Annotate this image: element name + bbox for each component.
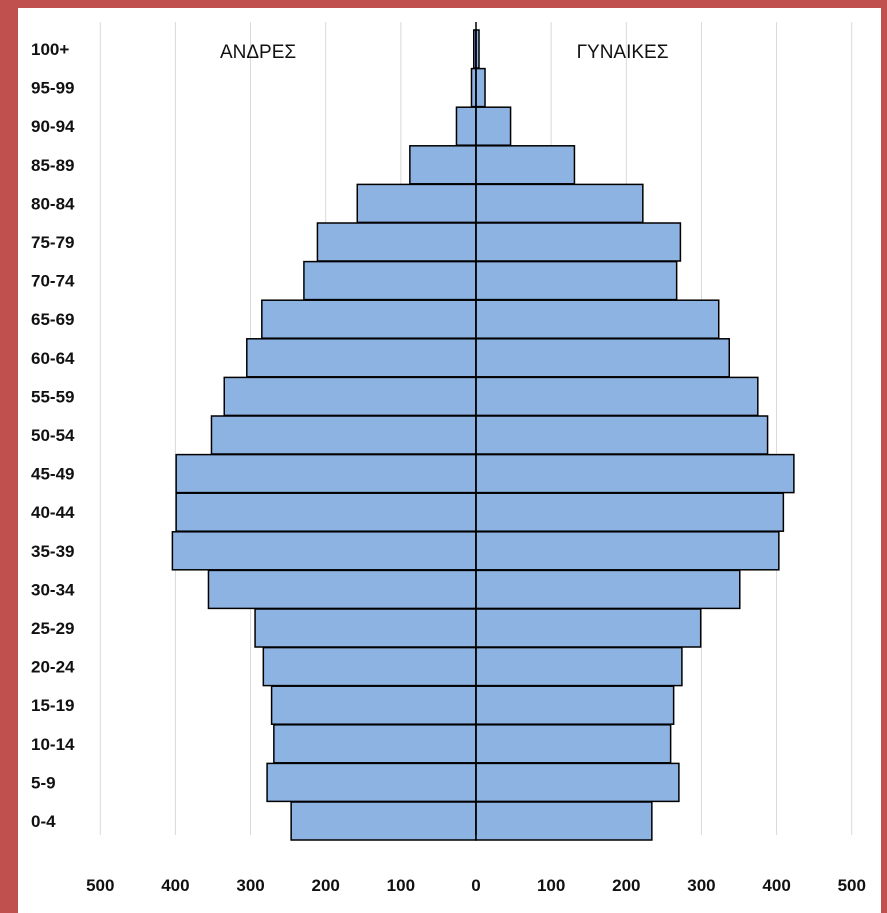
female-bar-85-89 <box>475 145 576 185</box>
male-bar-0-4 <box>290 801 477 841</box>
male-bar-5-9 <box>266 762 477 803</box>
age-label-60-64: 60-64 <box>31 349 75 368</box>
age-label-15-19: 15-19 <box>31 696 74 715</box>
age-label-95-99: 95-99 <box>31 79 74 98</box>
female-bar-75-79 <box>475 222 682 262</box>
female-bar-0-4 <box>475 801 653 841</box>
x-tick-label: 400 <box>161 876 189 895</box>
female-bar-95-99 <box>475 67 486 108</box>
male-bar-15-19 <box>270 685 477 725</box>
male-bar-50-54 <box>210 415 477 455</box>
x-tick-label: 300 <box>236 876 264 895</box>
female-bar-5-9 <box>475 762 680 803</box>
male-bar-40-44 <box>175 492 477 532</box>
male-bar-30-34 <box>207 569 477 610</box>
female-bar-70-74 <box>475 260 678 301</box>
female-bar-20-24 <box>475 646 683 687</box>
age-label-25-29: 25-29 <box>31 619 74 638</box>
male-bar-35-39 <box>171 531 477 571</box>
male-bar-80-84 <box>356 183 477 224</box>
male-bar-45-49 <box>175 453 477 494</box>
age-label-85-89: 85-89 <box>31 156 74 175</box>
female-bar-90-94 <box>475 106 512 146</box>
female-bar-45-49 <box>475 453 795 494</box>
male-bar-85-89 <box>409 145 477 185</box>
male-bar-55-59 <box>223 376 477 417</box>
female-bar-25-29 <box>475 608 702 648</box>
age-label-20-24: 20-24 <box>31 658 75 677</box>
female-bar-10-14 <box>475 724 672 764</box>
male-bars <box>171 29 477 841</box>
age-label-80-84: 80-84 <box>31 194 75 213</box>
age-label-30-34: 30-34 <box>31 580 75 599</box>
female-bar-30-34 <box>475 569 741 610</box>
chart-frame: 0-4 5-9 10-14 15-19 20-24 25-29 30-34 35-39 40-4… <box>18 8 881 913</box>
x-tick-label: 300 <box>687 876 715 895</box>
age-label-70-74: 70-74 <box>31 272 75 291</box>
male-bar-65-69 <box>261 299 477 339</box>
female-bar-40-44 <box>475 492 785 532</box>
male-bar-10-14 <box>273 724 477 764</box>
female-bar-50-54 <box>475 415 769 455</box>
age-label-50-54: 50-54 <box>31 426 75 445</box>
x-axis-tick-labels: 500 400 300 200 100 0 100 200 300 400 500 <box>86 876 866 895</box>
male-bar-70-74 <box>303 260 477 301</box>
population-pyramid-chart: 0-4 5-9 10-14 15-19 20-24 25-29 30-34 35-39 40-4… <box>31 22 866 895</box>
male-bar-75-79 <box>316 222 477 262</box>
female-bar-15-19 <box>475 685 675 725</box>
x-tick-label: 200 <box>312 876 340 895</box>
x-tick-label: 500 <box>86 876 114 895</box>
age-label-55-59: 55-59 <box>31 387 74 406</box>
female-bars <box>475 29 795 841</box>
x-tick-label: 200 <box>612 876 640 895</box>
age-label-5-9: 5-9 <box>31 773 56 792</box>
age-label-35-39: 35-39 <box>31 542 74 561</box>
male-bar-25-29 <box>254 608 477 648</box>
age-label-45-49: 45-49 <box>31 465 74 484</box>
x-tick-label: 400 <box>762 876 790 895</box>
age-label-10-14: 10-14 <box>31 735 75 754</box>
x-tick-label: 0 <box>471 876 480 895</box>
female-bar-60-64 <box>475 338 731 378</box>
male-bar-20-24 <box>262 646 477 687</box>
female-bar-80-84 <box>475 183 644 224</box>
age-label-100+: 100+ <box>31 40 69 59</box>
age-label-65-69: 65-69 <box>31 310 74 329</box>
male-side-title: ΑΝΔΡΕΣ <box>220 42 296 63</box>
age-label-0-4: 0-4 <box>31 812 56 831</box>
x-tick-label: 100 <box>537 876 565 895</box>
male-bar-60-64 <box>246 338 477 378</box>
age-group-labels: 0-4 5-9 10-14 15-19 20-24 25-29 30-34 35-39 40-4… <box>31 40 75 831</box>
age-label-40-44: 40-44 <box>31 503 75 522</box>
female-bar-65-69 <box>475 299 720 339</box>
female-bar-35-39 <box>475 531 780 571</box>
age-label-90-94: 90-94 <box>31 117 75 136</box>
age-label-75-79: 75-79 <box>31 233 74 252</box>
x-tick-label: 100 <box>387 876 415 895</box>
x-tick-label: 500 <box>838 876 866 895</box>
male-bar-90-94 <box>455 106 477 146</box>
female-bar-55-59 <box>475 376 759 417</box>
female-side-title: ΓΥΝΑΙΚΕΣ <box>577 42 669 63</box>
